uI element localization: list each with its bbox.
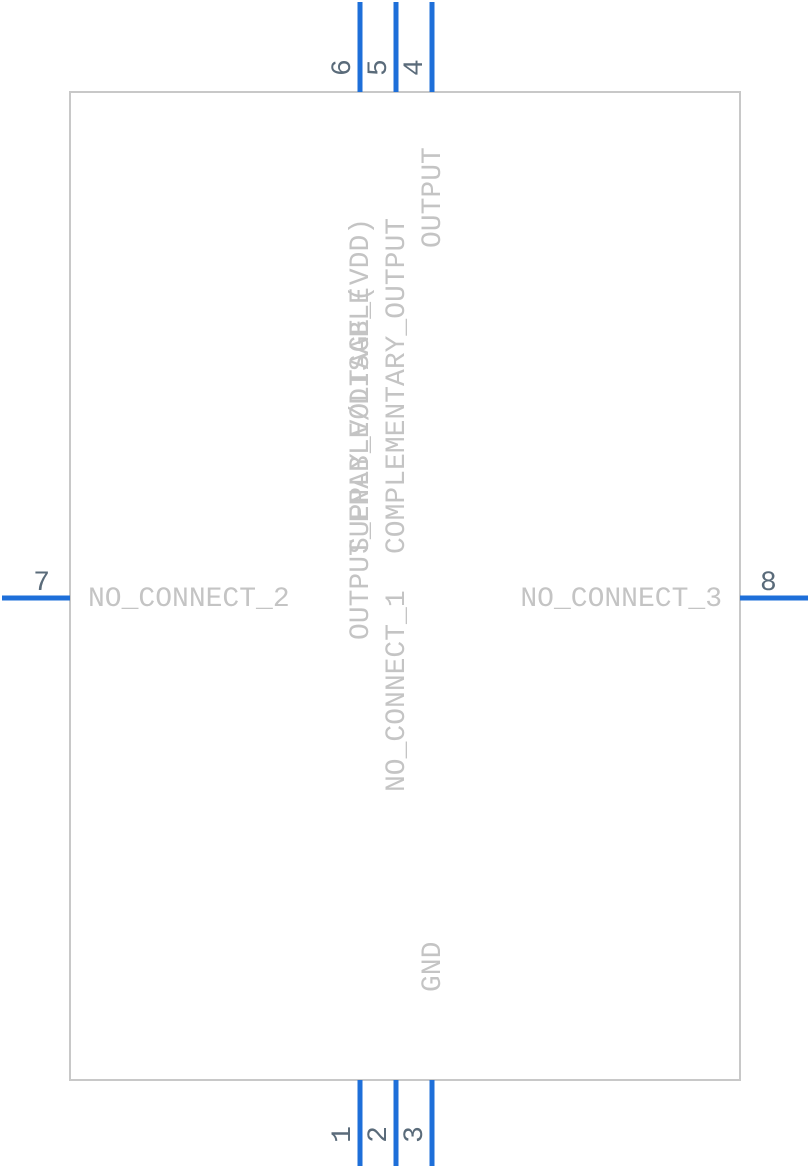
pin-number: 3 xyxy=(400,1126,431,1143)
pin-label: OUTPUT xyxy=(418,147,449,248)
pin-label: NO_CONNECT_1 xyxy=(382,590,413,792)
pin-label: GND xyxy=(418,942,449,992)
pin-label: NO_CONNECT_3 xyxy=(520,584,722,615)
pin-label: NO_CONNECT_2 xyxy=(88,584,290,615)
schematic-symbol: 7NO_CONNECT_28NO_CONNECT_36SUPPLY_VOLTAG… xyxy=(0,0,808,1168)
pin-label: COMPLEMENTARY_OUTPUT xyxy=(382,218,413,554)
pin-number: 8 xyxy=(760,568,777,599)
pin-number: 1 xyxy=(328,1126,359,1143)
pin-number: 2 xyxy=(364,1126,395,1143)
pin-number: 5 xyxy=(364,59,395,76)
pin-label: OUTPUT_ENABLE/DISABLE xyxy=(346,287,377,640)
pin-number: 4 xyxy=(400,59,431,76)
pin-number: 6 xyxy=(328,59,359,76)
pin-number: 7 xyxy=(33,568,50,599)
